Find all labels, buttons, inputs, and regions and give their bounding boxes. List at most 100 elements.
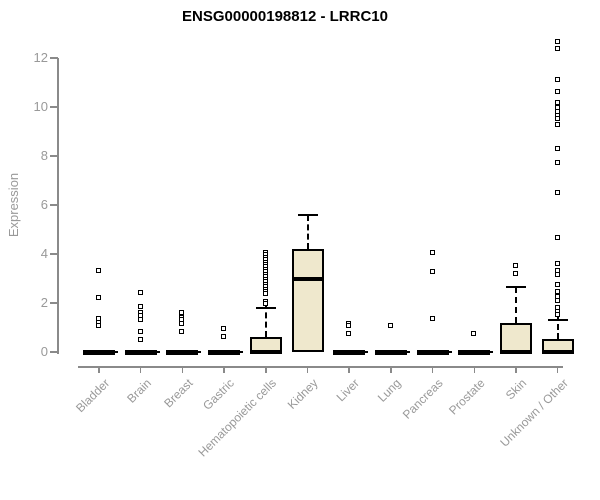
outlier-point [179,309,185,315]
collapsed-box-nub [406,351,410,353]
x-tick-label: Kidney [284,376,321,412]
outlier-point [554,39,560,45]
outlier-point [387,323,393,329]
x-axis-tick [223,366,225,373]
collapsed-box-nub [240,351,244,353]
outlier-point [137,317,143,323]
collapsed-box-bar [83,349,115,355]
y-axis-tick [50,302,58,304]
collapsed-box-nub [198,351,202,353]
collapsed-box-nub [365,351,369,353]
outlier-point [513,263,518,269]
outlier-point [554,235,560,241]
outlier-point [262,301,268,307]
outlier-point [221,334,227,340]
outlier-point [554,145,560,151]
x-axis-tick [181,366,184,373]
outlier-point [554,271,560,277]
y-tick-label: 2 [40,295,48,310]
outlier-point [554,46,560,52]
collapsed-box-bar [124,349,157,355]
outlier-point [554,89,560,95]
outlier-point [179,329,185,335]
outlier-point [471,330,477,336]
whisker [306,214,309,250]
y-tick-label: 0 [40,344,48,359]
median-line [291,276,324,281]
outlier-point [346,323,352,329]
x-axis-tick [390,366,392,373]
collapsed-box-bar [333,349,366,355]
x-axis-tick [515,366,517,373]
median-line [249,350,282,354]
x-tick-label: Brain [123,376,154,406]
y-tick-label: 6 [40,197,48,212]
y-axis-tick [50,351,58,353]
collapsed-box-bar [374,349,407,355]
collapsed-box-nub [156,351,160,353]
outlier-point [137,336,143,342]
whisker-cap [255,306,276,309]
outlier-point [554,312,560,318]
whisker-cap [506,286,526,289]
collapsed-box-bar [208,349,241,355]
outlier-point [554,77,560,83]
x-axis-tick [348,366,350,373]
box [500,322,532,352]
y-axis-tick [50,155,58,157]
outlier-point [554,288,560,294]
median-line [541,350,574,354]
collapsed-box-nub [115,351,118,353]
x-axis-tick [139,366,142,373]
x-tick-label: Bladder [72,376,112,416]
collapsed-box-nub [490,351,494,353]
x-axis [78,366,563,368]
x-tick-label: Skin [502,376,529,403]
outlier-point [554,100,560,106]
collapsed-box-nub [448,351,452,353]
y-tick-label: 10 [33,99,48,114]
x-axis-tick [265,366,267,373]
outlier-point [554,160,560,166]
outlier-point [554,297,560,303]
outlier-point [554,116,560,122]
x-axis-tick [473,366,476,373]
outlier-point [429,315,435,321]
chart-title: ENSG00000198812 - LRRC10 [182,8,388,25]
outlier-point [96,323,101,329]
x-tick-label: Prostate [445,376,488,418]
y-axis [57,58,59,354]
outlier-point [262,291,268,297]
whisker [515,287,517,323]
outlier-point [137,290,143,296]
outlier-point [137,303,143,309]
whisker [264,302,267,338]
x-axis-tick [431,366,434,373]
collapsed-box-bar [166,349,199,355]
outlier-point [346,330,352,336]
y-axis-tick [50,106,58,108]
whisker [556,315,559,339]
y-axis-tick [50,57,58,59]
x-tick-label: Lung [375,376,404,405]
whisker-cap [297,213,318,216]
outlier-point [96,295,101,301]
outlier-point [513,270,518,276]
outlier-point [221,325,227,331]
x-axis-tick [556,366,559,373]
y-axis-tick [50,204,58,206]
outlier-point [554,122,560,128]
x-tick-label: Liver [333,376,363,405]
collapsed-box-bar [416,349,449,355]
box [291,249,324,352]
x-tick-label: Breast [160,376,196,411]
outlier-point [137,329,143,335]
outlier-point [429,249,435,255]
outlier-point [96,268,101,274]
y-axis-tick [50,253,58,255]
y-tick-label: 8 [40,148,48,163]
outlier-point [554,260,560,266]
outlier-point [179,320,185,326]
collapsed-box-bar [458,349,491,355]
x-axis-tick [98,366,100,373]
